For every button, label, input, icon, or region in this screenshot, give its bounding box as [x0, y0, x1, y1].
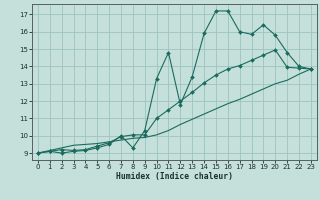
X-axis label: Humidex (Indice chaleur): Humidex (Indice chaleur): [116, 172, 233, 181]
